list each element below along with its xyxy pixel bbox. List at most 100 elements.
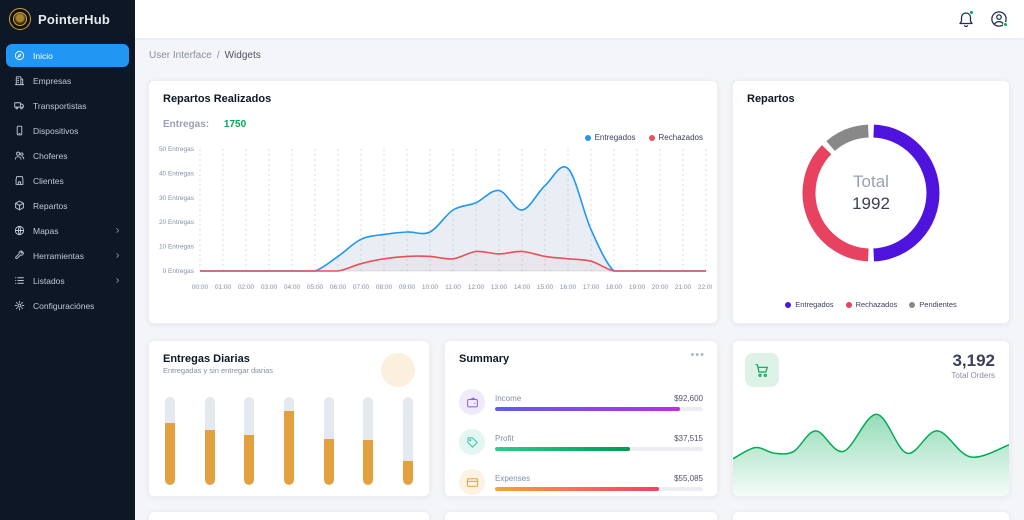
sidebar-item-choferes[interactable]: Choferes	[6, 144, 129, 167]
sidebar-item-clientes[interactable]: Clientes	[6, 169, 129, 192]
line-chart: 00:00 01:00 02:00 03:00 04:00 05:00 06:00 07:00…	[159, 146, 712, 291]
brand[interactable]: PointerHub	[0, 0, 135, 36]
daily-bar	[283, 397, 294, 485]
svg-text:10 Entregas: 10 Entregas	[159, 244, 195, 251]
sidebar-item-herramientas[interactable]: Herramientas	[6, 244, 129, 267]
online-dot	[1003, 22, 1008, 27]
summary-row-value: $37,515	[674, 433, 703, 443]
donut-center: Total 1992	[791, 113, 951, 273]
svg-text:22:00: 22:00	[698, 284, 712, 291]
summary-rows: Income $92,600 Profit $37,515 Expenses $55,08…	[459, 375, 703, 495]
legend-item-rechazados[interactable]: Rechazados	[648, 133, 703, 142]
daily-bar-fill	[244, 434, 255, 485]
sidebar-item-label: Dispositivos	[33, 125, 79, 136]
daily-bar-fill	[402, 461, 413, 485]
sidebar-item-configuraciones[interactable]: Configuraciónes	[6, 294, 129, 317]
svg-text:05:00: 05:00	[307, 284, 324, 291]
card-bottom-right	[732, 511, 1010, 520]
daily-bar-fill	[283, 411, 294, 485]
legend-item-entregados[interactable]: Entregados	[584, 133, 636, 142]
svg-text:15:00: 15:00	[537, 284, 554, 291]
entregas-stat-value: 1750	[223, 119, 247, 130]
sidebar-item-empresas[interactable]: Empresas	[6, 69, 129, 92]
summary-row-value: $55,085	[674, 473, 703, 483]
card-total-orders: 3,192 Total Orders	[732, 340, 1010, 497]
package-icon	[14, 200, 25, 211]
svg-text:04:00: 04:00	[284, 284, 301, 291]
summary-row-profit: Profit $37,515	[459, 429, 703, 455]
globe-icon	[14, 225, 25, 236]
summary-menu-button[interactable]: •••	[690, 349, 705, 361]
donut-total-value: 1992	[852, 194, 890, 213]
svg-text:0 Entregas: 0 Entregas	[163, 268, 195, 275]
bell-icon[interactable]	[957, 10, 975, 28]
donut-legend: Entregados Rechazados Pendientes	[733, 300, 1009, 309]
card-repartos-realizados: Repartos Realizados Entregas: 1750 Entre…	[148, 80, 718, 324]
legend-dot	[584, 134, 591, 141]
summary-row-body: Expenses $55,085	[495, 474, 703, 491]
gear-icon	[14, 300, 25, 311]
sidebar-item-inicio[interactable]: Inicio	[6, 44, 129, 67]
total-orders-label: Total Orders	[951, 371, 995, 380]
progress-fill	[495, 446, 631, 451]
svg-text:18:00: 18:00	[606, 284, 623, 291]
card-summary: Summary ••• Income $92,600 Profit $37,515 Ex…	[444, 340, 718, 497]
user-avatar-icon[interactable]	[990, 10, 1008, 28]
main-content: User Interface / Widgets Repartos Realizad…	[135, 38, 1024, 520]
legend-item-pendientes[interactable]: Pendientes	[909, 300, 957, 309]
daily-bar-fill	[204, 430, 215, 485]
progress-track	[495, 446, 703, 451]
card-bottom-middle	[444, 511, 718, 520]
summary-row-label: Expenses	[495, 473, 531, 483]
bar-chart	[165, 397, 413, 485]
svg-text:00:00: 00:00	[192, 284, 209, 291]
sidebar-item-label: Transportistas	[33, 100, 87, 111]
wallet-icon	[459, 389, 485, 415]
donut-svg	[802, 124, 940, 262]
progress-fill	[495, 486, 660, 491]
svg-text:06:00: 06:00	[330, 284, 347, 291]
legend-dot	[785, 301, 792, 308]
svg-text:07:00: 07:00	[353, 284, 370, 291]
sidebar-item-dispositivos[interactable]: Dispositivos	[6, 119, 129, 142]
breadcrumb-current: Widgets	[224, 50, 261, 61]
summary-row-body: Income $92,600	[495, 394, 703, 411]
daily-bar-fill	[363, 440, 374, 485]
svg-text:19:00: 19:00	[629, 284, 646, 291]
sidebar-item-label: Herramientas	[33, 250, 85, 261]
svg-text:21:00: 21:00	[675, 284, 692, 291]
sidebar-item-label: Repartos	[33, 200, 68, 211]
sidebar-item-mapas[interactable]: Mapas	[6, 219, 129, 242]
tag-icon	[459, 429, 485, 455]
daily-bar	[165, 397, 175, 485]
daily-bar-fill	[165, 423, 175, 485]
card-title: Summary	[459, 353, 510, 365]
cart-icon[interactable]	[745, 353, 779, 387]
card-bottom-left	[148, 511, 430, 520]
legend-label: Entregados	[795, 300, 834, 309]
sidebar-item-listados[interactable]: Listados	[6, 269, 129, 292]
legend-item-rechazados[interactable]: Rechazados	[845, 300, 898, 309]
pointerhub-logo-icon	[9, 8, 31, 30]
breadcrumb-section[interactable]: User Interface	[149, 50, 212, 61]
sidebar-nav: Inicio Empresas Transportistas Dispositivos…	[0, 36, 135, 325]
legend-label: Rechazados	[855, 300, 898, 309]
truck-icon	[14, 100, 25, 111]
legend-item-entregados[interactable]: Entregados	[785, 300, 834, 309]
store-icon	[14, 175, 25, 186]
line-chart-legend: Entregados Rechazados	[584, 133, 703, 142]
svg-text:08:00: 08:00	[376, 284, 393, 291]
daily-bar-fill	[323, 439, 334, 485]
svg-text:01:00: 01:00	[215, 284, 232, 291]
daily-bar	[402, 397, 413, 485]
donut-total-label: Total	[853, 172, 889, 191]
entregas-stat: Entregas: 1750	[163, 119, 246, 130]
chevron-right-icon	[114, 227, 121, 234]
dashboard-icon	[14, 50, 25, 61]
sidebar-item-transportistas[interactable]: Transportistas	[6, 94, 129, 117]
sidebar-item-repartos[interactable]: Repartos	[6, 194, 129, 217]
donut-chart: Total 1992	[791, 113, 951, 273]
users-icon	[14, 150, 25, 161]
svg-text:03:00: 03:00	[261, 284, 278, 291]
svg-text:17:00: 17:00	[583, 284, 600, 291]
